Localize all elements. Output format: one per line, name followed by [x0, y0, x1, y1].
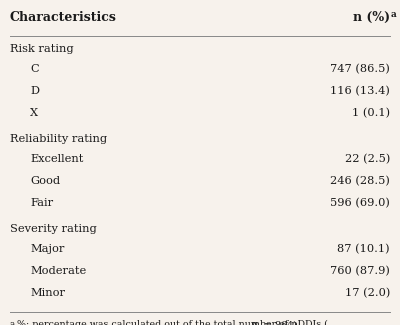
Text: Reliability rating: Reliability rating	[10, 134, 107, 144]
Text: n: n	[251, 320, 257, 325]
Text: Major: Major	[30, 244, 64, 254]
Text: Minor: Minor	[30, 288, 65, 298]
Text: 760 (87.9): 760 (87.9)	[330, 266, 390, 276]
Text: 17 (2.0): 17 (2.0)	[345, 288, 390, 298]
Text: Characteristics: Characteristics	[10, 11, 117, 24]
Text: C: C	[30, 64, 39, 74]
Text: 116 (13.4): 116 (13.4)	[330, 86, 390, 96]
Text: = 864).: = 864).	[261, 320, 300, 325]
Text: D: D	[30, 86, 39, 96]
Text: 246 (28.5): 246 (28.5)	[330, 176, 390, 186]
Text: Moderate: Moderate	[30, 266, 86, 276]
Text: n (%): n (%)	[353, 11, 390, 24]
Text: 22 (2.5): 22 (2.5)	[345, 154, 390, 164]
Text: a: a	[10, 320, 15, 325]
Text: a: a	[391, 10, 396, 19]
Text: Excellent: Excellent	[30, 154, 83, 164]
Text: Severity rating: Severity rating	[10, 224, 97, 234]
Text: 596 (69.0): 596 (69.0)	[330, 198, 390, 208]
Text: 1 (0.1): 1 (0.1)	[352, 108, 390, 118]
Text: Fair: Fair	[30, 198, 53, 208]
Text: X: X	[30, 108, 38, 118]
Text: 87 (10.1): 87 (10.1)	[337, 244, 390, 254]
Text: 747 (86.5): 747 (86.5)	[330, 64, 390, 74]
Text: %: percentage was calculated out of the total number of pDDIs (: %: percentage was calculated out of the …	[17, 320, 328, 325]
Text: Risk rating: Risk rating	[10, 44, 74, 54]
Text: Good: Good	[30, 176, 60, 186]
